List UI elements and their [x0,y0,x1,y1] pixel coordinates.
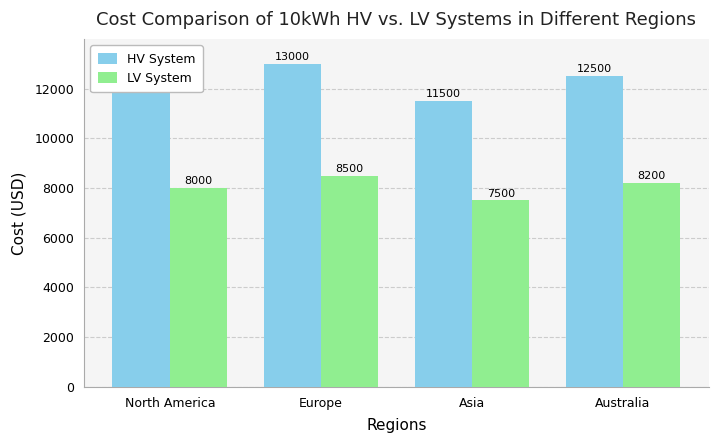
Text: 7500: 7500 [487,189,515,198]
Bar [623,183,680,387]
Text: 12000: 12000 [124,77,158,87]
X-axis label: Regions: Regions [366,418,427,433]
Text: 8000: 8000 [184,176,212,186]
Y-axis label: Cost (USD): Cost (USD) [11,171,26,254]
Bar [415,101,472,387]
Bar [321,176,378,387]
Text: 8200: 8200 [638,171,666,181]
Title: Cost Comparison of 10kWh HV vs. LV Systems in Different Regions: Cost Comparison of 10kWh HV vs. LV Syste… [96,11,696,29]
Text: 8500: 8500 [336,164,364,174]
Text: 13000: 13000 [275,52,310,62]
Text: 11500: 11500 [426,89,461,99]
Text: 12500: 12500 [577,64,612,74]
Bar [112,89,170,387]
Bar [472,201,529,387]
Legend: HV System, LV System: HV System, LV System [90,45,202,92]
Bar [566,76,623,387]
Bar [170,188,228,387]
Bar [264,64,321,387]
